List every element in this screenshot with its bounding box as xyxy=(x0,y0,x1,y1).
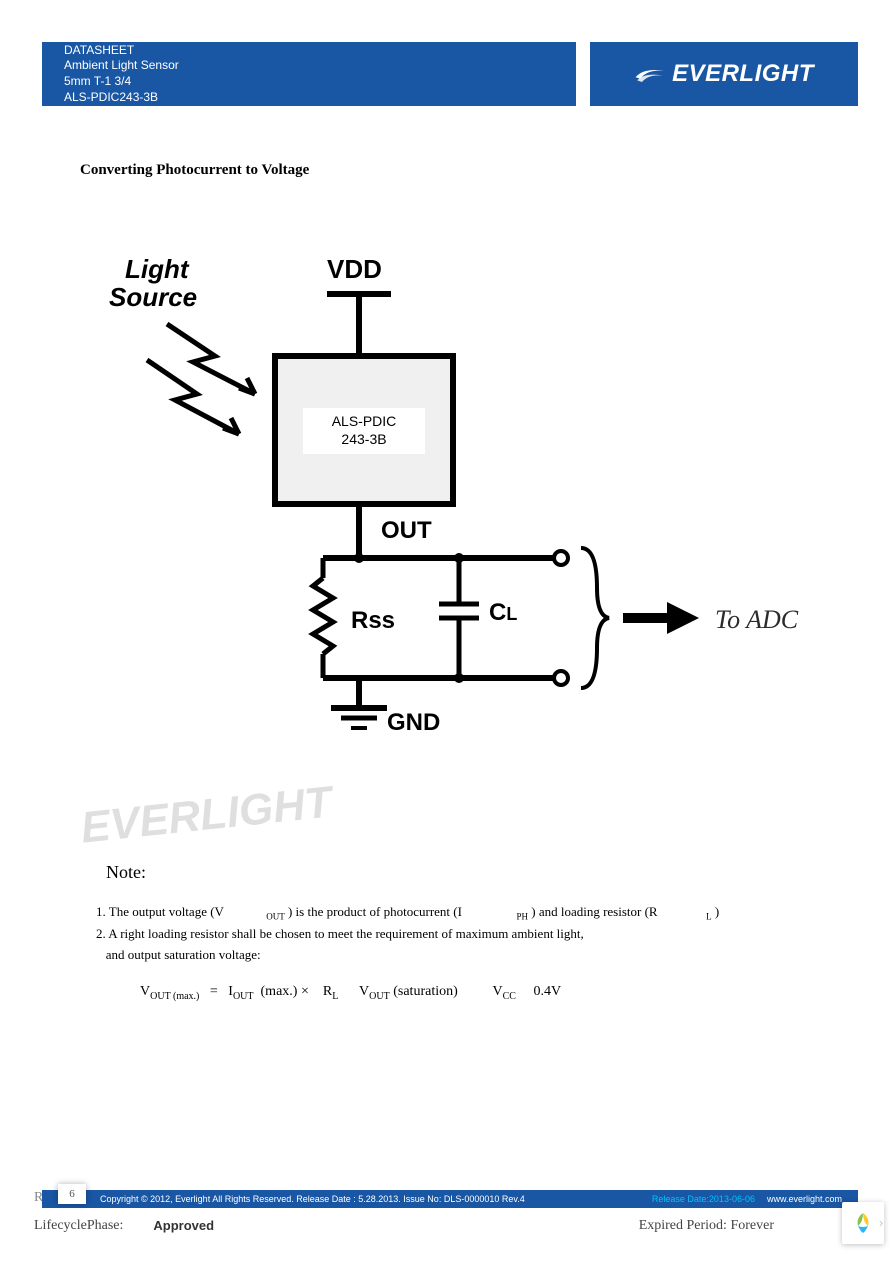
footer-band: Copyright © 2012, Everlight All Rights R… xyxy=(42,1190,858,1208)
watermark: EVERLIGHT xyxy=(78,762,422,857)
header-divider xyxy=(576,42,590,106)
brace xyxy=(581,548,609,688)
notes-block: 1. The output voltage (V OUT ) is the pr… xyxy=(96,902,719,966)
package: 5mm T-1 3/4 xyxy=(64,74,576,90)
chip-label-line2: 243-3B xyxy=(341,431,386,447)
note-heading: Note: xyxy=(106,862,146,883)
section-title: Converting Photocurrent to Voltage xyxy=(80,162,309,179)
logo-swoosh-icon xyxy=(634,65,666,83)
footer-website: www.everlight.com xyxy=(767,1194,842,1204)
node-out xyxy=(354,553,364,563)
part-number: ALS-PDIC243-3B xyxy=(64,90,576,106)
vdd-label: VDD xyxy=(327,254,382,284)
brand-logo-block: EVERLIGHT xyxy=(590,42,858,106)
lifecycle-value: Approved xyxy=(153,1218,214,1234)
rss-zigzag xyxy=(313,578,333,654)
out-label: OUT xyxy=(381,517,432,544)
page-number: 6 xyxy=(58,1184,86,1204)
gnd-label: GND xyxy=(387,709,440,736)
brand-name: EVERLIGHT xyxy=(672,60,814,88)
circuit-diagram: Light Source VDD ALS-PDIC 243-3B OUT Rss… xyxy=(105,248,805,768)
rss-label: Rss xyxy=(351,607,395,634)
product-line: Ambient Light Sensor xyxy=(64,58,576,74)
note-line-1: 1. The output voltage (V OUT ) is the pr… xyxy=(96,902,719,924)
chevron-right-icon[interactable]: › xyxy=(866,1202,892,1244)
header-meta: DATASHEET Ambient Light Sensor 5mm T-1 3… xyxy=(42,43,576,105)
light-arrow-2 xyxy=(147,360,239,434)
svg-text:EVERLIGHT: EVERLIGHT xyxy=(78,777,337,852)
lifecycle-label: LifecyclePhase: xyxy=(34,1218,123,1234)
doc-type: DATASHEET xyxy=(64,43,576,59)
footer-copyright: Copyright © 2012, Everlight All Rights R… xyxy=(42,1194,652,1204)
cl-label: CL xyxy=(489,599,517,626)
datasheet-header: DATASHEET Ambient Light Sensor 5mm T-1 3… xyxy=(42,42,858,106)
lifecycle-row: LifecyclePhase: Approved Expired Period:… xyxy=(34,1218,854,1234)
to-adc-label: To ADC xyxy=(715,605,799,634)
note-line-3: and output saturation voltage: xyxy=(96,945,719,966)
footer-release-date: Release Date:2013-06-06 xyxy=(652,1194,755,1204)
expired-block: Expired Period: Forever xyxy=(639,1218,774,1234)
chip-label-line1: ALS-PDIC xyxy=(332,413,397,429)
node-cl-bot xyxy=(454,673,464,683)
adc-arrow-head xyxy=(667,602,699,634)
light-source-line2: Source xyxy=(109,282,197,312)
everlight-logo: EVERLIGHT xyxy=(634,60,814,88)
note-line-2: 2. A right loading resistor shall be cho… xyxy=(96,924,719,945)
light-source-line1: Light xyxy=(125,254,190,284)
terminal-bot xyxy=(554,671,568,685)
terminal-top xyxy=(554,551,568,565)
equation: VOUT (max.) = IOUT (max.) × RL VOUT (sat… xyxy=(140,984,561,1002)
